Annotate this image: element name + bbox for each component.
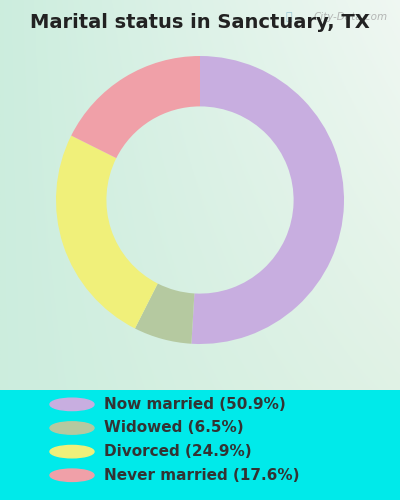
Wedge shape xyxy=(135,284,194,344)
Wedge shape xyxy=(71,56,200,158)
Text: Now married (50.9%): Now married (50.9%) xyxy=(104,397,286,412)
Circle shape xyxy=(50,446,94,458)
Text: City-Data.com: City-Data.com xyxy=(314,12,388,22)
Text: Widowed (6.5%): Widowed (6.5%) xyxy=(104,420,244,436)
Wedge shape xyxy=(192,56,344,344)
Circle shape xyxy=(50,422,94,434)
Text: Divorced (24.9%): Divorced (24.9%) xyxy=(104,444,252,459)
Text: ⓘ: ⓘ xyxy=(285,12,292,22)
Circle shape xyxy=(50,398,94,410)
Wedge shape xyxy=(56,136,158,328)
Text: Marital status in Sanctuary, TX: Marital status in Sanctuary, TX xyxy=(30,12,370,32)
Circle shape xyxy=(50,469,94,482)
Text: Never married (17.6%): Never married (17.6%) xyxy=(104,468,300,483)
